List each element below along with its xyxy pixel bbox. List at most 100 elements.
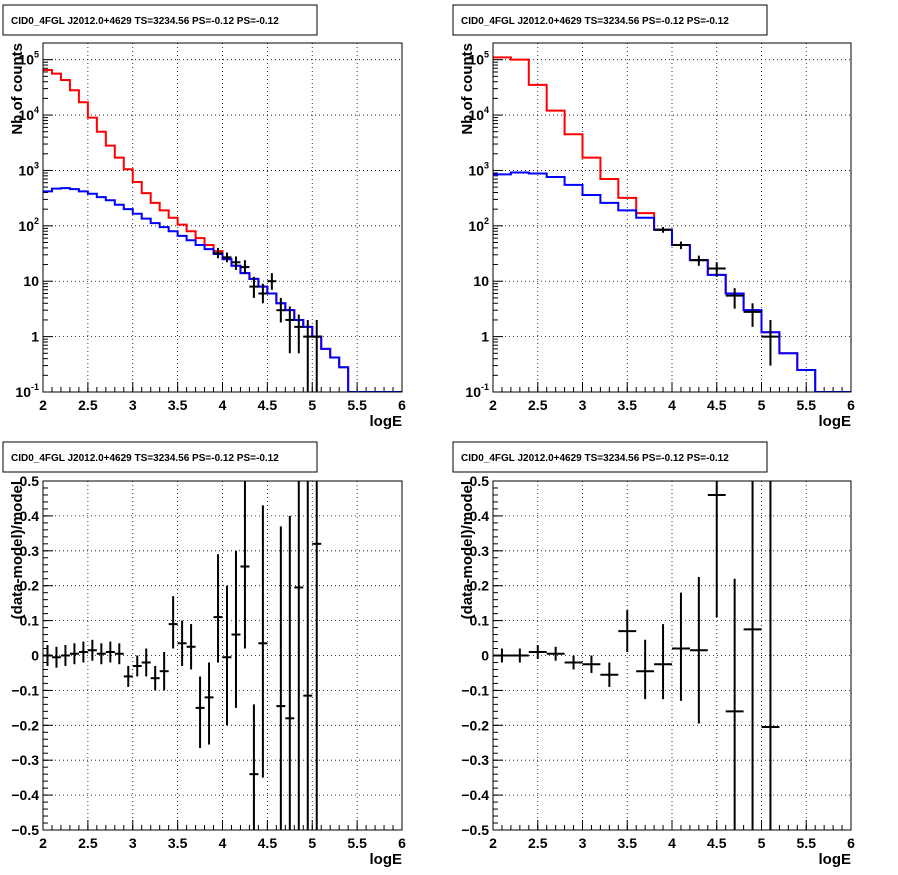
y-axis-label: (data-model)/model <box>459 481 476 619</box>
data-point <box>276 297 286 323</box>
data-point <box>87 639 97 661</box>
y-axis-label: (data-model)/model <box>9 481 26 619</box>
x-axis-label: logE <box>370 413 403 430</box>
data-point <box>761 319 780 366</box>
y-tick-label: −0.2 <box>461 717 489 733</box>
y-tick-label: −0.4 <box>461 787 489 803</box>
x-axis-label: logE <box>819 851 852 868</box>
data-point <box>249 276 259 298</box>
data-point <box>761 481 780 830</box>
title-box <box>2 4 318 36</box>
y-tick-label: −0.1 <box>11 682 39 698</box>
chart-panel-4: 2 2.5 3 3.5 4 4.5 5 5.5 6 −0.5 −0.4 −0.3 −0.2 −0.1 0 0.… <box>452 441 855 868</box>
y-tick-label: 0.5 <box>470 473 490 489</box>
data-point <box>195 676 205 748</box>
data-point <box>672 592 690 701</box>
y-tick-label: 10-1 <box>465 382 489 400</box>
y-tick-label: 0.3 <box>470 543 490 559</box>
data-point <box>285 306 295 354</box>
y-tick-label: −0.1 <box>461 682 489 698</box>
y-tick-base: 10 <box>468 107 484 123</box>
data-point <box>213 554 223 663</box>
y-tick-exp: 2 <box>34 216 39 226</box>
x-axis-label: logE <box>370 851 403 868</box>
data-point <box>582 655 601 673</box>
y-tick-label: 102 <box>18 216 39 234</box>
y-tick-label: −0.2 <box>11 717 39 733</box>
chart-panel-3: 2 2.5 3 3.5 4 4.5 5 5.5 6 −0.5 −0.4 −0.3 −0.2 −0.1 0 0.… <box>2 441 406 868</box>
y-tick-base: 10 <box>468 52 484 68</box>
y-tick-base: 1 <box>31 329 39 345</box>
y-tick-label: −0.4 <box>11 787 39 803</box>
x-tick-label: 3.5 <box>618 835 638 851</box>
y-tick-base: 10 <box>23 273 39 289</box>
x-tick-label: 4.5 <box>707 835 727 851</box>
data-point <box>600 662 619 687</box>
y-tick-label: 0.2 <box>470 578 490 594</box>
data-point <box>168 596 178 649</box>
y-tick-label: 0.1 <box>20 613 40 629</box>
x-tick-label: 3.5 <box>168 835 188 851</box>
plot-frame <box>42 42 403 393</box>
x-tick-label: 2.5 <box>78 397 98 413</box>
x-tick-label: 3.5 <box>618 397 638 413</box>
data-point <box>618 610 637 653</box>
x-tick-label: 3 <box>579 397 587 413</box>
y-tick-label: 10 <box>473 273 489 289</box>
data-point <box>303 319 313 392</box>
data-point <box>636 639 655 700</box>
x-tick-label: 3 <box>579 835 587 851</box>
data-point <box>186 624 196 670</box>
chart-panel-2: 2 2.5 3 3.5 4 4.5 5 5.5 610-1110102103104105CID0… <box>452 4 855 430</box>
data-point <box>564 655 583 670</box>
data-point <box>312 319 322 392</box>
y-tick-base: 10 <box>468 218 484 234</box>
data-point <box>689 255 708 266</box>
data-point <box>132 655 142 677</box>
y-tick-exp: 4 <box>484 105 489 115</box>
x-tick-label: 2 <box>489 397 497 413</box>
x-tick-label: 6 <box>847 835 855 851</box>
data-point <box>493 648 511 663</box>
y-tick-label: 0.2 <box>20 578 40 594</box>
y-axis-label: Nb of counts <box>9 43 26 135</box>
x-tick-label: 6 <box>398 835 406 851</box>
y-tick-base: 10 <box>468 162 484 178</box>
chart-title: CID0_4FGL J2012.0+4629 TS=3234.56 PS=-0.… <box>461 453 729 464</box>
data-point <box>69 643 79 665</box>
y-tick-label: 103 <box>468 160 489 178</box>
data-point <box>725 578 744 830</box>
data-point <box>222 252 232 263</box>
y-tick-base: 1 <box>481 329 489 345</box>
title-box <box>452 4 768 36</box>
x-tick-label: 5.5 <box>347 835 367 851</box>
data-point <box>78 641 88 663</box>
title-box <box>452 441 768 473</box>
y-tick-base: 10 <box>465 384 481 400</box>
y-tick-label: 102 <box>468 216 489 234</box>
data-point <box>743 303 762 327</box>
data-point <box>725 288 744 309</box>
plot-area <box>493 481 851 830</box>
x-tick-label: 6 <box>847 397 855 413</box>
x-tick-label: 2.5 <box>528 397 548 413</box>
x-tick-label: 4 <box>219 397 227 413</box>
y-tick-label: 0 <box>31 648 39 664</box>
data-point <box>294 481 304 830</box>
y-tick-label: 105 <box>468 50 489 68</box>
y-tick-label: 0.4 <box>20 508 40 524</box>
y-tick-base: 10 <box>15 384 31 400</box>
x-tick-label: 4.5 <box>258 835 278 851</box>
data-point <box>222 585 232 726</box>
x-tick-label: 4.5 <box>258 397 278 413</box>
x-tick-label: 2 <box>39 835 47 851</box>
data-point <box>105 641 115 663</box>
y-tick-label: 10 <box>23 273 39 289</box>
data-point <box>150 665 160 691</box>
data-point <box>114 643 124 665</box>
x-tick-label: 2.5 <box>528 835 548 851</box>
x-tick-label: 2.5 <box>78 835 98 851</box>
data-layer <box>43 69 402 392</box>
x-tick-label: 2 <box>489 835 497 851</box>
